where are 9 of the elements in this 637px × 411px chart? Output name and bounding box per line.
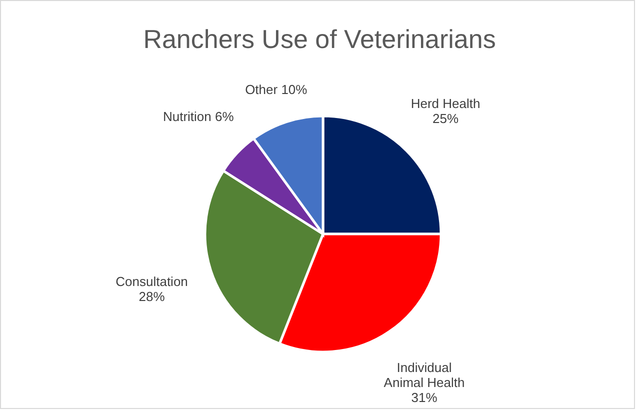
data-label: 28%: [138, 289, 166, 304]
slice-label: Nutrition 6%: [162, 108, 234, 124]
slice-label: Other 10%: [245, 82, 308, 97]
data-label: 25%: [432, 110, 459, 126]
chart-title: Ranchers Use of Veterinarians: [143, 24, 496, 54]
slice-label: Consultation: [116, 274, 188, 290]
slice-label: Individual Animal Health: [384, 360, 465, 390]
data-label: 31%: [411, 390, 438, 406]
slice-label: Herd Health: [410, 96, 480, 111]
